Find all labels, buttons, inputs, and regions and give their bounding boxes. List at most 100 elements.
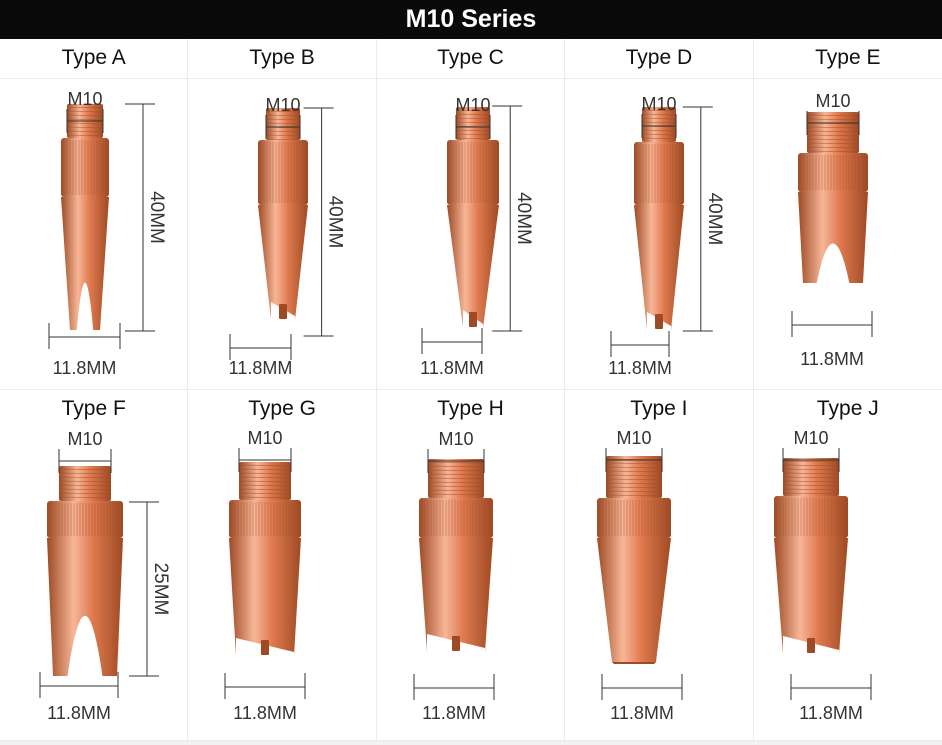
thread-line xyxy=(455,109,490,112)
tip-hook xyxy=(806,638,815,653)
nozzle-body xyxy=(61,197,109,330)
cone-tip xyxy=(612,662,657,664)
thread-line xyxy=(455,129,490,132)
thread-line xyxy=(266,130,301,133)
thread-line xyxy=(266,134,301,137)
thread-line xyxy=(266,114,301,117)
thread-line xyxy=(642,129,677,132)
knurled-collar xyxy=(446,140,499,205)
knurled-collar xyxy=(47,501,123,538)
nozzle-body xyxy=(258,205,309,320)
thread-line xyxy=(642,117,677,120)
nozzle-card: Type F M10 25MM 11.8MM xyxy=(0,390,189,741)
nozzle-body xyxy=(773,538,848,654)
nozzle-grid: Type A M10 40MM 11.8MM Type B M10 40MM 11.8MM … xyxy=(0,39,942,741)
knurled-collar xyxy=(418,498,493,538)
thread-line xyxy=(782,464,839,467)
tip-hook xyxy=(655,314,664,329)
thread-line xyxy=(66,122,104,125)
nozzle-type-label: Type A xyxy=(0,39,188,79)
thread-line xyxy=(455,113,490,116)
thread-line xyxy=(806,118,859,121)
thread-line xyxy=(606,490,663,493)
nozzle-type-label: Type H xyxy=(376,390,565,429)
thread-line xyxy=(58,472,112,475)
nozzle-card: Type B M10 40MM 11.8MM xyxy=(188,39,377,390)
knurled-collar xyxy=(597,498,672,538)
nozzle-body xyxy=(797,192,868,283)
width-label: 11.8MM xyxy=(610,703,674,723)
thread-line xyxy=(66,114,104,117)
thread-line xyxy=(642,109,677,112)
thread-section xyxy=(782,458,839,496)
thread-line xyxy=(239,476,292,479)
thread-line xyxy=(606,466,663,469)
thread-line xyxy=(58,476,112,479)
nozzle-drawing: M10 40MM 11.8MM xyxy=(420,95,534,378)
nozzle-type-label: Type J xyxy=(753,390,942,429)
nozzle-type-label: Type I xyxy=(565,390,753,429)
thread-line xyxy=(642,133,677,136)
nozzle-body xyxy=(634,205,685,330)
thread-line xyxy=(606,486,663,489)
thread-line xyxy=(266,110,301,113)
width-label: 11.8MM xyxy=(234,703,298,723)
thread-line xyxy=(266,118,301,121)
thread-line xyxy=(66,106,104,109)
thread-line xyxy=(427,469,484,472)
thread-line xyxy=(455,137,490,140)
thread-line xyxy=(427,493,484,496)
thread-line xyxy=(455,133,490,136)
thread-size-label: M10 xyxy=(617,428,652,448)
tip-hook xyxy=(279,304,288,319)
knurled-collar xyxy=(634,142,685,205)
width-label: 11.8MM xyxy=(799,703,863,723)
thread-line xyxy=(606,478,663,481)
thread-line xyxy=(782,476,839,479)
width-label: 11.8MM xyxy=(47,703,111,723)
thread-line xyxy=(239,464,292,467)
thread-line xyxy=(782,484,839,487)
nozzle-body xyxy=(47,538,123,676)
thread-line xyxy=(66,126,104,129)
thread-size-label: M10 xyxy=(67,89,102,109)
thread-size-label: M10 xyxy=(266,95,301,115)
thread-size-label: M10 xyxy=(793,428,828,448)
thread-section xyxy=(239,462,292,500)
thread-line xyxy=(455,117,490,120)
nozzle-body xyxy=(418,538,493,652)
nozzle-card: Type JM1025MM11.8MM xyxy=(753,390,942,741)
v-slot-cutout xyxy=(67,615,103,677)
thread-line xyxy=(58,480,112,483)
thread-size-label: M10 xyxy=(248,428,283,448)
thread-line xyxy=(427,481,484,484)
nozzle-type-label: Type F xyxy=(0,390,188,429)
series-title: M10 Series xyxy=(0,0,942,39)
v-slot-cutout xyxy=(816,243,850,284)
thread-line xyxy=(58,484,112,487)
thread-line xyxy=(239,480,292,483)
nozzle-card: Type A M10 40MM 11.8MM xyxy=(0,39,189,390)
thread-line xyxy=(806,142,859,145)
nozzle-card: Type GM1025MM11.8MM xyxy=(188,390,377,741)
thread-line xyxy=(239,484,292,487)
knurled-collar xyxy=(797,153,868,192)
width-label: 11.8MM xyxy=(422,703,486,723)
thread-line xyxy=(239,492,292,495)
thread-line xyxy=(606,482,663,485)
knurled-collar xyxy=(258,140,309,205)
thread-line xyxy=(66,110,104,113)
thread-line xyxy=(806,130,859,133)
thread-line xyxy=(427,461,484,464)
width-label: 11.8MM xyxy=(420,358,484,378)
thread-line xyxy=(642,137,677,140)
thread-line xyxy=(806,126,859,129)
nozzle-drawing: M10 40MM 11.8MM xyxy=(229,95,346,378)
thread-line xyxy=(806,150,859,153)
nozzle-card: Type HM1025MM11.8MM xyxy=(376,390,566,741)
